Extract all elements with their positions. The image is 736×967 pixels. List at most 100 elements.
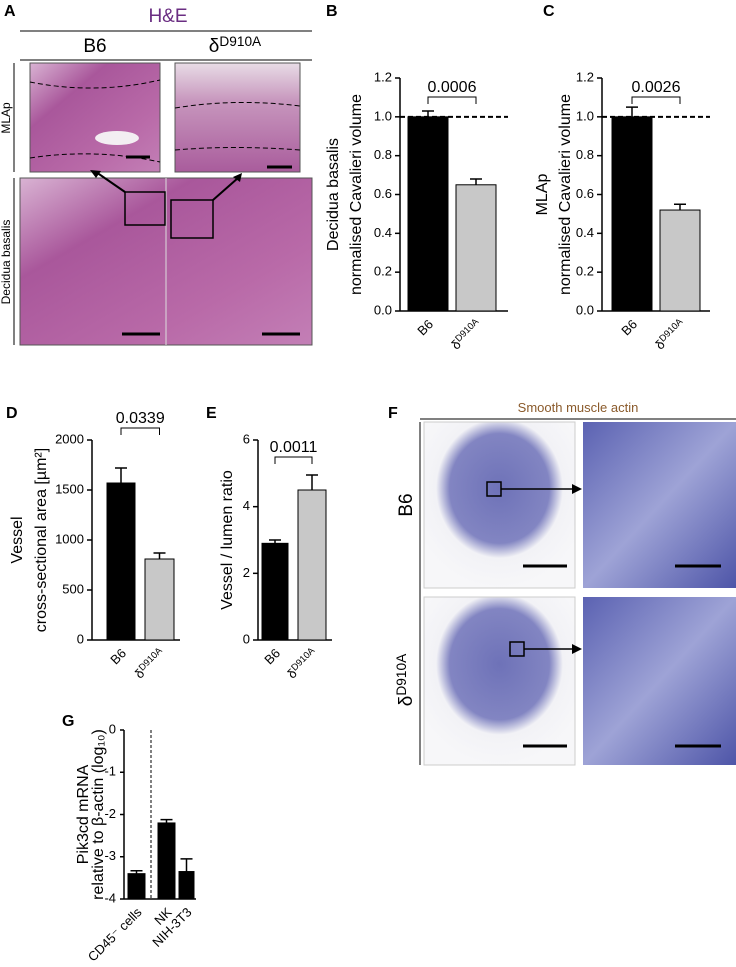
p-value: 0.0339 (116, 410, 165, 427)
y-tick-label: 6 (243, 431, 250, 446)
column-label: B6 (83, 36, 106, 57)
bar (611, 116, 653, 312)
inset-box (124, 191, 166, 226)
micrograph (423, 596, 576, 766)
panel-letter: D (6, 405, 18, 422)
error-bar (306, 474, 318, 490)
panel-letter: C (543, 3, 555, 20)
y-tick-label: -1 (104, 764, 116, 779)
y-tick-label: 1.2 (374, 69, 392, 84)
y-tick-label: 0.8 (576, 147, 594, 162)
row-label: MLAp (0, 102, 13, 134)
error-bar (269, 539, 281, 544)
error-bar (674, 203, 686, 211)
y-tick-label: 1000 (55, 531, 84, 546)
y-tick-label: 0.4 (576, 225, 594, 240)
scale-bars (523, 564, 721, 748)
y-tick-label: -2 (104, 806, 116, 821)
y-tick-label: 0.2 (374, 264, 392, 279)
bar (455, 184, 497, 312)
y-tick-label: 0.4 (374, 225, 392, 240)
significance-bracket (274, 456, 313, 464)
y-axis-label: Pik3cd mRNA (75, 764, 92, 864)
significance-bracket (427, 96, 477, 104)
error-bar (180, 858, 193, 872)
y-tick-label: 1500 (55, 481, 84, 496)
y-axis-label: cross-sectional area [µm²] (33, 448, 50, 632)
panel-letter: B (326, 3, 338, 20)
x-tick-label: δD910A (652, 316, 689, 353)
arrow (501, 488, 574, 650)
bar (144, 558, 175, 641)
micrograph (583, 422, 736, 588)
x-tick-label: B6 (618, 317, 640, 339)
x-tick-label: δD910A (132, 645, 169, 682)
boundary (29, 79, 161, 163)
micrograph (583, 597, 736, 765)
arrow (95, 171, 239, 201)
y-axis-label: normalised Cavalieri volume (557, 94, 574, 295)
y-tick-label: 0.8 (374, 147, 392, 162)
inset-box (170, 199, 214, 239)
y-tick-label: 1.0 (576, 108, 594, 123)
row-label: Decidua basalis (0, 220, 13, 305)
y-axis-label: Vessel (9, 516, 26, 563)
bar (127, 873, 146, 900)
y-tick-label: 0 (109, 721, 116, 736)
panel-title: H&E (148, 6, 187, 27)
panel-letter: A (4, 3, 16, 20)
bar (659, 209, 701, 312)
error-bar (470, 178, 482, 185)
panel-letter: G (62, 713, 74, 730)
panel-title: Smooth muscle actin (518, 400, 639, 415)
y-tick-label: 1.2 (576, 69, 594, 84)
y-tick-label: 2 (243, 565, 250, 580)
significance-bracket (631, 96, 681, 104)
y-tick-label: -4 (104, 890, 116, 905)
y-tick-label: 0 (77, 631, 84, 646)
bar (106, 482, 136, 641)
error-bar (130, 869, 143, 874)
p-value: 0.0011 (270, 439, 318, 456)
x-tick-label: B6 (107, 646, 129, 668)
y-tick-label: 0 (243, 631, 250, 646)
error-bar (153, 552, 166, 559)
row-label: δD910A (394, 653, 417, 706)
y-tick-label: 0.2 (576, 264, 594, 279)
y-tick-label: 0.0 (576, 302, 594, 317)
y-tick-label: 0.6 (374, 186, 392, 201)
bar (407, 116, 449, 312)
error-bar (626, 106, 638, 117)
y-axis-label: Vessel / lumen ratio (219, 470, 236, 610)
x-tick-label: B6 (261, 646, 283, 668)
significance-bracket (120, 427, 160, 435)
y-tick-label: 500 (62, 581, 84, 596)
y-tick-label: 0.6 (576, 186, 594, 201)
p-value: 0.0026 (632, 79, 681, 96)
bar (157, 822, 176, 900)
bar (178, 871, 195, 900)
column-label: δD910A (209, 34, 262, 57)
y-tick-label: 0.0 (374, 302, 392, 317)
micrograph (423, 421, 576, 589)
panel-letter: E (206, 405, 217, 422)
y-axis-label: MLAp (534, 174, 551, 216)
x-tick-label: CD45⁻ cells (85, 904, 145, 964)
p-value: 0.0006 (428, 79, 477, 96)
x-tick-label: δD910A (448, 316, 485, 353)
micrograph (95, 131, 139, 145)
micrograph (174, 62, 301, 173)
bar (261, 542, 289, 641)
y-axis-label: normalised Cavalieri volume (348, 94, 365, 295)
error-bar (160, 818, 173, 823)
y-tick-label: 2000 (55, 431, 84, 446)
error-bar (422, 110, 434, 117)
y-tick-label: -3 (104, 848, 116, 863)
x-tick-label: B6 (414, 317, 436, 339)
panel-letter: F (388, 405, 398, 422)
y-axis-label: Decidua basalis (325, 138, 342, 251)
y-tick-label: 4 (243, 498, 250, 513)
x-tick-label: δD910A (284, 645, 321, 682)
bar (297, 489, 327, 641)
